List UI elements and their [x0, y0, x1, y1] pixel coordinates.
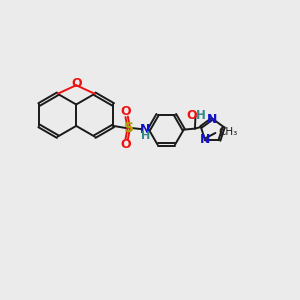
Text: H: H [141, 131, 150, 141]
Text: S: S [124, 121, 134, 135]
Text: N: N [207, 113, 217, 126]
Text: CH₃: CH₃ [219, 127, 238, 137]
Text: N: N [140, 123, 151, 136]
Text: O: O [71, 77, 82, 90]
Text: O: O [186, 109, 197, 122]
Text: N: N [200, 134, 210, 146]
Text: O: O [121, 138, 131, 151]
Text: H: H [196, 109, 206, 122]
Text: O: O [121, 106, 131, 118]
